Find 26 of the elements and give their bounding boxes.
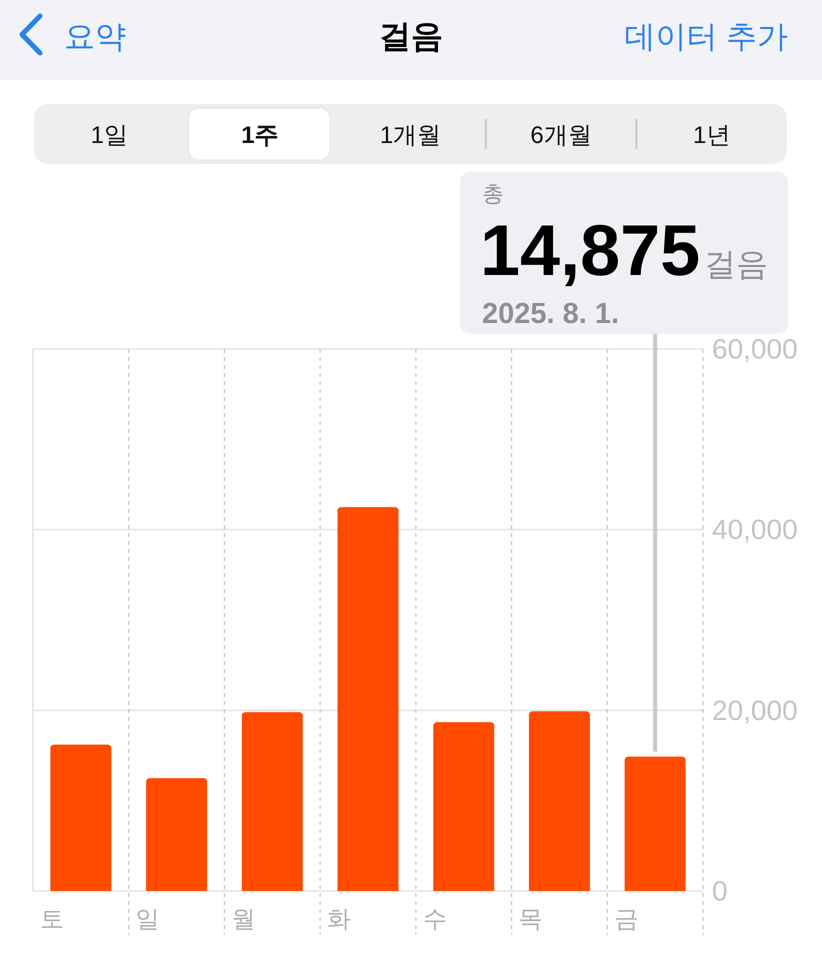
tooltip-unit: 걸음 — [704, 246, 768, 282]
segmented-control: 1일 1주 1개월 6개월 1년 — [34, 104, 787, 164]
nav-back-label: 요약 — [64, 19, 126, 54]
bar — [528, 711, 590, 891]
x-tick-label: 목 — [518, 906, 543, 933]
bar — [624, 756, 686, 891]
tooltip-date: 2025. 8. 1. — [482, 298, 620, 330]
tooltip-value: 14,875 — [480, 211, 700, 291]
x-tick-label: 화 — [327, 906, 352, 933]
tooltip-heading: 총 — [482, 181, 504, 206]
nav-action-label: 데이터 추가 — [624, 19, 788, 54]
y-tick-label: 20,000 — [712, 694, 798, 726]
y-tick-label: 0 — [712, 876, 728, 906]
x-tick-label: 수 — [422, 906, 447, 933]
bar — [50, 744, 112, 891]
bar — [433, 722, 494, 891]
chart-title: 걸음 — [379, 18, 443, 54]
x-tick-label: 일 — [136, 906, 160, 933]
y-tick-label: 60,000 — [712, 334, 798, 364]
x-tick-label: 토 — [40, 906, 64, 933]
x-tick-label: 월 — [231, 906, 256, 933]
y-tick-label: 40,000 — [712, 514, 798, 546]
bar — [242, 712, 303, 891]
x-tick-label: 금 — [614, 906, 638, 933]
bar — [338, 507, 398, 891]
bar — [146, 778, 208, 891]
